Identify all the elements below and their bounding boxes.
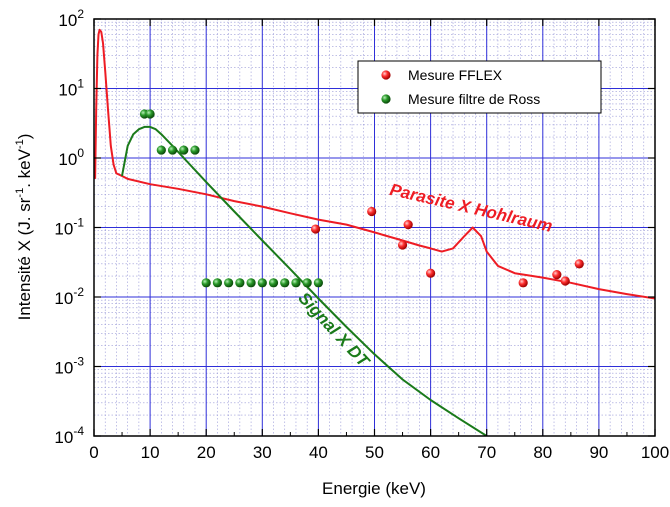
data-point-0: [397, 240, 408, 250]
series-markers: [139, 109, 584, 288]
x-tick-label: 90: [589, 443, 608, 462]
x-tick-label: 60: [421, 443, 440, 462]
legend-marker-0: [381, 70, 391, 80]
series-line-3: [121, 125, 488, 436]
data-point-1: [246, 278, 256, 288]
data-point-1: [179, 145, 189, 155]
grid: [94, 19, 655, 436]
y-axis-label: Intensité X (J. sr-1. keV-1): [14, 134, 34, 321]
data-point-0: [518, 278, 528, 288]
x-tick-label: 80: [533, 443, 552, 462]
series-line-2: [94, 28, 655, 300]
legend-label-1: Mesure filtre de Ross: [408, 91, 540, 107]
data-point-1: [212, 278, 223, 288]
legend-marker-1: [381, 94, 391, 104]
legend-label-0: Mesure FFLEX: [408, 67, 503, 83]
data-point-0: [426, 268, 436, 278]
axes: 0 10 20 30 40 50 60 70 80 90 100 10-4 10-3 10-2 10-1 10…: [54, 7, 669, 462]
data-point-1: [167, 145, 178, 155]
data-point-1: [257, 278, 267, 288]
legend-box: [357, 60, 602, 114]
legend: Mesure FFLEX Mesure filtre de Ross: [357, 60, 602, 114]
data-point-0: [403, 220, 413, 230]
data-point-0: [552, 270, 562, 280]
data-point-1: [145, 109, 155, 119]
x-tick-label: 20: [197, 443, 216, 462]
data-point-0: [367, 206, 377, 217]
y-tick-label: 10-1: [54, 216, 84, 239]
x-tick-label: 10: [141, 443, 160, 462]
y-tick-label: 100: [58, 146, 84, 169]
y-tick-label: 102: [58, 7, 84, 30]
data-point-1: [291, 278, 301, 288]
data-point-1: [280, 278, 290, 288]
x-tick-label: 100: [641, 443, 669, 462]
x-tick-label: 0: [89, 443, 98, 462]
data-point-1: [235, 278, 245, 288]
series-lines: [94, 28, 655, 436]
data-point-0: [310, 224, 321, 234]
data-point-1: [224, 278, 234, 288]
x-axis-label: Energie (keV): [322, 479, 426, 498]
x-tick-label: 70: [477, 443, 496, 462]
x-tick-label: 50: [365, 443, 384, 462]
data-point-1: [156, 145, 166, 155]
y-tick-label: 10-3: [54, 355, 84, 378]
y-tick-label: 101: [58, 77, 84, 100]
y-tick-label: 10-4: [54, 424, 84, 447]
data-point-0: [574, 259, 584, 269]
data-point-0: [560, 276, 570, 286]
data-point-1: [313, 278, 323, 288]
data-point-1: [268, 278, 279, 288]
data-point-1: [302, 278, 312, 288]
y-tick-label: 10-2: [54, 285, 84, 308]
x-tick-label: 30: [253, 443, 272, 462]
data-point-1: [190, 145, 200, 155]
annotation-label-1: Signal X DT: [294, 289, 373, 372]
x-tick-label: 40: [309, 443, 328, 462]
data-point-1: [201, 278, 211, 288]
